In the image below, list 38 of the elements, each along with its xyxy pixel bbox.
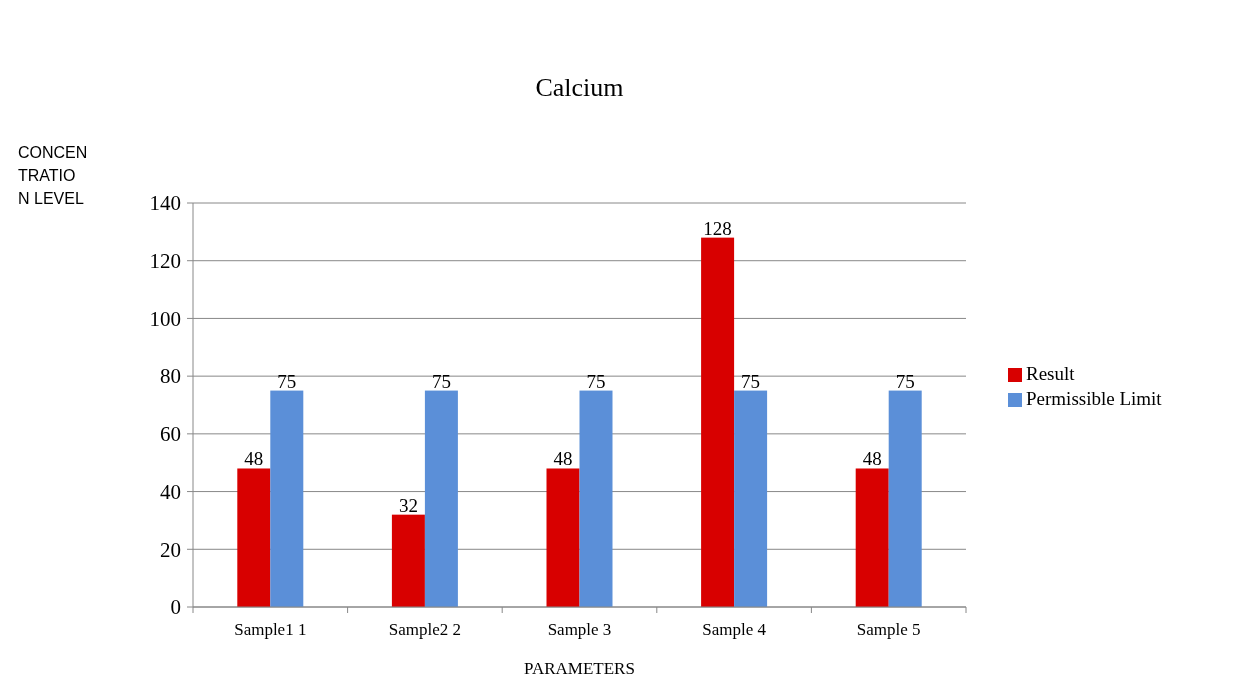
- y-tick-label: 20: [160, 537, 181, 562]
- x-tick-label: Sample2 2: [388, 620, 462, 639]
- y-tick-label: 140: [149, 191, 181, 216]
- bar: [391, 514, 425, 607]
- data-label: 75: [431, 370, 451, 392]
- data-label: 75: [741, 370, 761, 392]
- bar: [701, 237, 735, 607]
- y-tick-label: 80: [160, 364, 181, 389]
- data-label: 48: [244, 448, 264, 470]
- bar: [734, 390, 768, 607]
- x-tick-label: Sample 5: [856, 620, 921, 639]
- data-label: 75: [277, 370, 297, 392]
- bar: [424, 390, 458, 607]
- x-tick-label: Sample1 1: [234, 620, 307, 639]
- data-label: 75: [895, 370, 915, 392]
- y-tick-label: 60: [160, 422, 181, 447]
- data-label: 128: [703, 217, 732, 239]
- y-tick-label: 120: [149, 249, 181, 274]
- legend-label: Result: [1026, 363, 1076, 384]
- data-label: 32: [398, 494, 418, 516]
- data-label: 48: [553, 448, 573, 470]
- y-axis-title: CONCENTRATION LEVEL: [18, 144, 88, 207]
- bar: [888, 390, 922, 607]
- bar: [270, 390, 304, 607]
- y-tick-label: 40: [160, 479, 181, 504]
- bar: [237, 468, 271, 607]
- bar: [546, 468, 580, 607]
- x-axis-title: PARAMETERS: [524, 659, 635, 678]
- data-label: 75: [586, 370, 606, 392]
- y-tick-label: 100: [149, 306, 181, 331]
- legend-label: Permissible Limit: [1026, 388, 1163, 409]
- data-label: 48: [862, 448, 882, 470]
- bar: [579, 390, 613, 607]
- x-tick-label: Sample 4: [702, 620, 767, 639]
- x-tick-label: Sample 3: [547, 620, 612, 639]
- y-tick-label: 0: [170, 595, 181, 620]
- chart-title: Calcium: [535, 73, 624, 102]
- bar: [855, 468, 889, 607]
